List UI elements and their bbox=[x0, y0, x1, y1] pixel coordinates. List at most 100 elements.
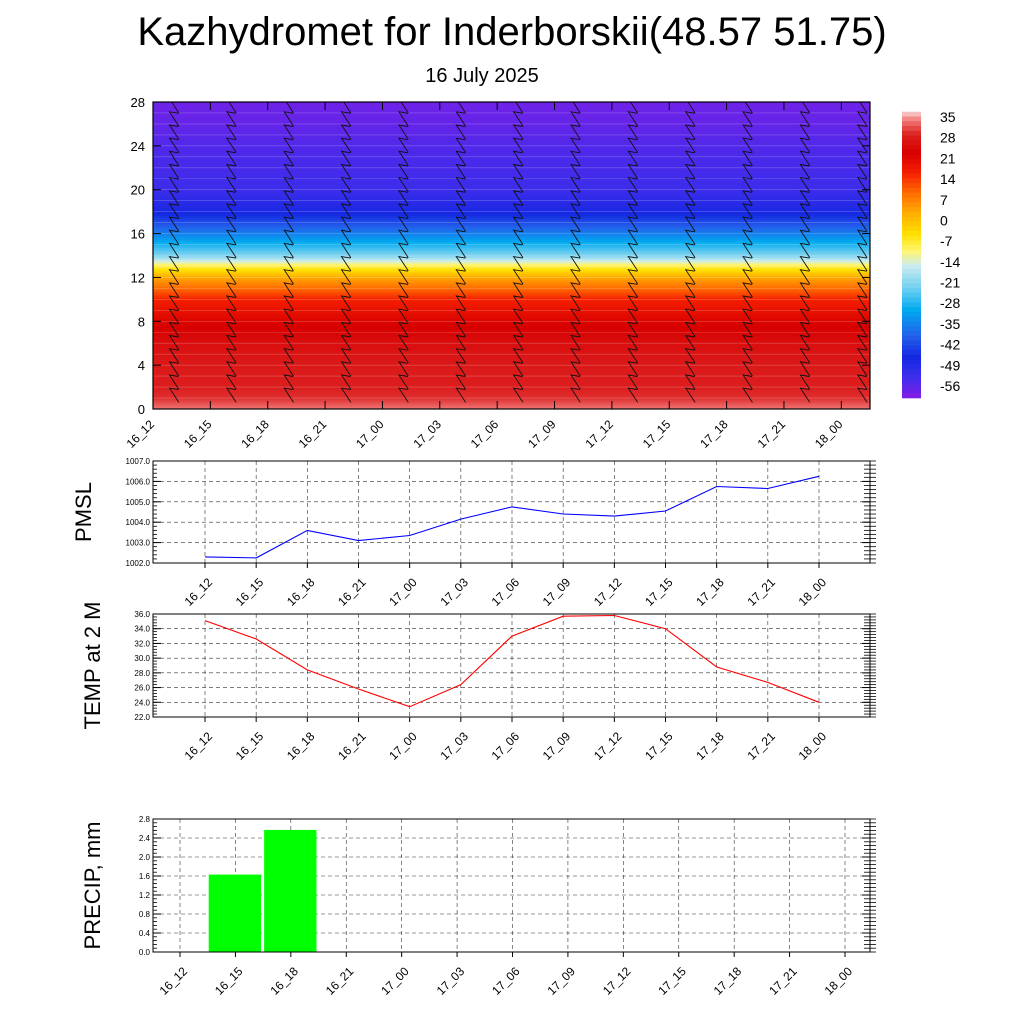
wind-barb bbox=[856, 348, 868, 364]
wind-barb bbox=[225, 295, 237, 311]
wind-barb bbox=[225, 203, 237, 219]
wind-barb bbox=[512, 295, 524, 311]
heatmap-band bbox=[153, 404, 870, 408]
wind-barb bbox=[570, 282, 581, 298]
colorbar-segment bbox=[902, 202, 921, 208]
wind-barb bbox=[283, 124, 294, 140]
wind-barb bbox=[799, 334, 811, 351]
wind-barb bbox=[283, 242, 294, 258]
cross-section-panel: 0 4 8 12 16 20 24 28 16_12 16_15 16_18 16_21 17_00 17… bbox=[124, 95, 871, 451]
wind-barb bbox=[283, 308, 294, 324]
heatmap-band bbox=[153, 219, 870, 223]
wind-barb bbox=[225, 269, 237, 285]
wind-barb bbox=[397, 216, 409, 232]
heatmap-band bbox=[153, 221, 870, 225]
wind-barb bbox=[684, 282, 696, 298]
x-tick-label: 17_06 bbox=[468, 417, 502, 451]
wind-barb bbox=[455, 150, 466, 166]
heatmap-band bbox=[153, 251, 870, 255]
colorbar-segment bbox=[902, 378, 921, 384]
wind-barb bbox=[684, 111, 696, 127]
wind-barb bbox=[627, 255, 639, 272]
wind-barb bbox=[742, 203, 753, 219]
heatmap-band bbox=[153, 398, 870, 402]
x-tick-label: 16_21 bbox=[335, 729, 369, 763]
wind-barb bbox=[455, 361, 466, 377]
wind-barb bbox=[225, 111, 237, 127]
heatmap-band bbox=[153, 203, 870, 207]
wind-barb bbox=[684, 137, 696, 153]
wind-barb bbox=[856, 269, 868, 285]
wind-barb bbox=[856, 374, 868, 390]
x-tick-label: 17_06 bbox=[489, 964, 523, 998]
colorbar-label: 35 bbox=[940, 109, 956, 125]
x-tick-label: 17_15 bbox=[640, 417, 674, 451]
wind-barb bbox=[340, 295, 352, 311]
wind-barb bbox=[512, 229, 524, 245]
chart-title: Kazhydromet for Inderborskii(48.57 51.75… bbox=[137, 10, 887, 54]
wind-barb bbox=[684, 216, 696, 232]
wind-barb bbox=[512, 282, 524, 298]
heatmap-band bbox=[153, 282, 870, 286]
wind-barb bbox=[283, 229, 294, 245]
x-tick-label: 16_15 bbox=[233, 575, 267, 609]
wind-barb bbox=[168, 387, 180, 403]
wind-barb bbox=[742, 150, 753, 166]
wind-barb bbox=[397, 124, 409, 140]
heatmap-band bbox=[153, 402, 870, 406]
colorbar-segment bbox=[902, 173, 921, 180]
wind-barb bbox=[512, 216, 524, 232]
heatmap-band bbox=[153, 264, 870, 268]
wind-barb bbox=[168, 348, 180, 364]
x-tick-label: 17_21 bbox=[766, 964, 800, 998]
y-tick-label: 4 bbox=[138, 358, 145, 373]
y-tick-label: 0.8 bbox=[139, 910, 151, 919]
heatmap-band bbox=[153, 320, 870, 324]
colorbar-segment bbox=[902, 354, 921, 361]
wind-barb bbox=[856, 163, 868, 180]
heatmap-band bbox=[153, 255, 870, 258]
wind-barb bbox=[856, 321, 868, 337]
colorbar-segment bbox=[902, 330, 921, 337]
wind-barb bbox=[283, 163, 294, 180]
wind-barb bbox=[168, 269, 180, 285]
wind-barb bbox=[742, 348, 753, 364]
heatmap-band bbox=[153, 312, 870, 316]
wind-barb bbox=[627, 137, 639, 153]
heatmap-band bbox=[153, 171, 870, 175]
wind-barb bbox=[512, 348, 524, 364]
wind-barb bbox=[627, 334, 639, 351]
heatmap-band bbox=[153, 105, 870, 109]
wind-barb bbox=[799, 374, 811, 390]
y-tick-label: 1005.0 bbox=[126, 498, 151, 507]
y-tick-label: 12 bbox=[131, 270, 145, 285]
x-tick-label: 17_12 bbox=[583, 417, 617, 451]
wind-barb bbox=[856, 150, 868, 166]
heatmap-band bbox=[153, 247, 870, 251]
wind-barb bbox=[225, 308, 237, 324]
wind-barb bbox=[225, 176, 237, 193]
x-tick-label: 17_00 bbox=[378, 964, 412, 998]
wind-barb bbox=[283, 111, 294, 127]
heatmap-band bbox=[153, 177, 870, 181]
colorbar-segment bbox=[902, 264, 921, 270]
wind-barb bbox=[397, 255, 409, 272]
wind-barb bbox=[397, 111, 409, 127]
heatmap-band bbox=[153, 306, 870, 310]
heatmap-band bbox=[153, 167, 870, 171]
wind-barbs bbox=[168, 102, 868, 403]
colorbar-segment bbox=[902, 111, 921, 118]
wind-barb bbox=[627, 321, 639, 337]
wind-barb bbox=[168, 176, 180, 193]
heatmap-band bbox=[153, 193, 870, 197]
heatmap-band bbox=[153, 348, 870, 352]
wind-barb bbox=[684, 124, 696, 140]
heatmap-band bbox=[153, 308, 870, 312]
colorbar-label: -21 bbox=[940, 275, 960, 291]
wind-barb bbox=[283, 255, 294, 272]
wind-barb bbox=[570, 361, 581, 377]
wind-barb bbox=[742, 255, 753, 272]
colorbar-segment bbox=[902, 307, 921, 313]
colorbar-segment bbox=[902, 254, 921, 261]
wind-barb bbox=[455, 242, 466, 258]
